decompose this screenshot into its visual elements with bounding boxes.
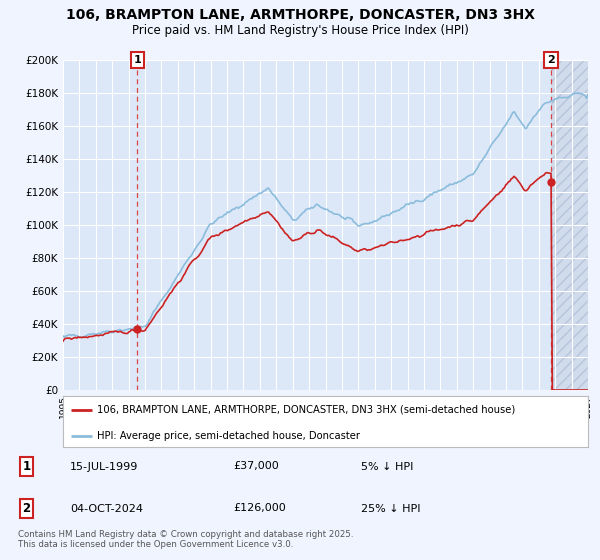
Text: 1: 1 [134,55,142,65]
Text: 106, BRAMPTON LANE, ARMTHORPE, DONCASTER, DN3 3HX (semi-detached house): 106, BRAMPTON LANE, ARMTHORPE, DONCASTER… [97,405,515,415]
Text: £126,000: £126,000 [233,503,286,514]
Text: £37,000: £37,000 [233,461,279,472]
Text: 2: 2 [547,55,555,65]
Text: 2: 2 [22,502,31,515]
Text: 04-OCT-2024: 04-OCT-2024 [70,503,143,514]
Text: 5% ↓ HPI: 5% ↓ HPI [361,461,413,472]
Text: 106, BRAMPTON LANE, ARMTHORPE, DONCASTER, DN3 3HX: 106, BRAMPTON LANE, ARMTHORPE, DONCASTER… [65,8,535,22]
Text: 25% ↓ HPI: 25% ↓ HPI [361,503,421,514]
Text: 1: 1 [22,460,31,473]
Text: 15-JUL-1999: 15-JUL-1999 [70,461,139,472]
Text: Contains HM Land Registry data © Crown copyright and database right 2025.
This d: Contains HM Land Registry data © Crown c… [18,530,353,549]
Bar [551,60,588,390]
Text: Price paid vs. HM Land Registry's House Price Index (HPI): Price paid vs. HM Land Registry's House … [131,24,469,36]
Text: HPI: Average price, semi-detached house, Doncaster: HPI: Average price, semi-detached house,… [97,431,360,441]
